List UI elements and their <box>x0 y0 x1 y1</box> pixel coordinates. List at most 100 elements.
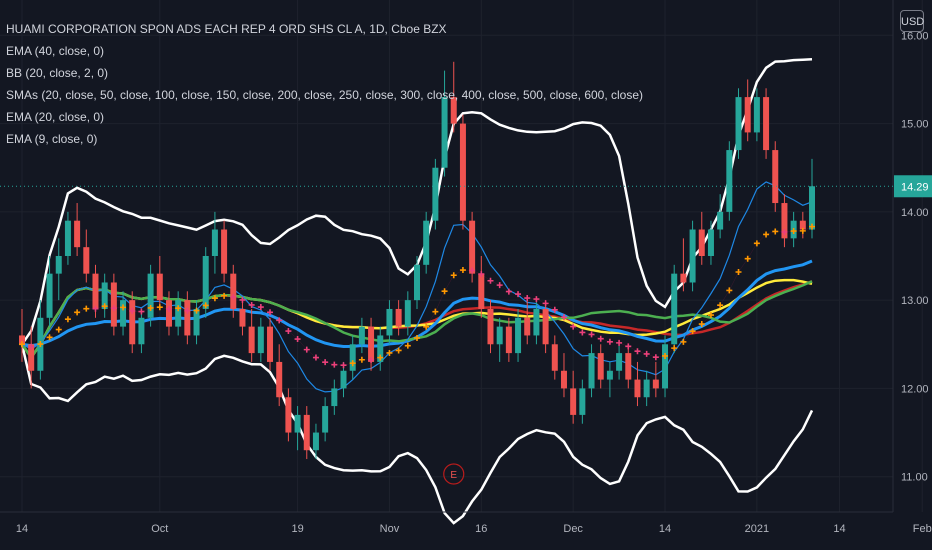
price-tick-label: 11.00 <box>901 472 928 484</box>
candle-body <box>248 326 255 354</box>
ema-cross-marker <box>202 302 209 309</box>
ema-cross-marker <box>717 302 724 309</box>
candle-body <box>652 379 659 389</box>
candle-body <box>340 370 347 389</box>
ema-cross-marker <box>340 362 347 369</box>
candle-body <box>735 97 742 151</box>
ema-cross-marker <box>110 305 117 312</box>
time-tick-label: 16 <box>475 523 487 535</box>
ema-cross-marker <box>377 354 384 361</box>
candle-body <box>432 167 439 221</box>
ema-cross-marker <box>616 339 623 346</box>
candle-body <box>138 317 145 345</box>
ema-cross-marker <box>386 349 393 356</box>
legend-ema-20[interactable]: EMA (20, close, 0) <box>6 110 105 124</box>
ema-cross-marker <box>239 296 246 303</box>
legend-smas[interactable]: SMAs (20, close, 50, close, 100, close, … <box>6 88 644 102</box>
candle-body <box>404 300 411 327</box>
candle-body <box>285 397 292 433</box>
price-axis[interactable]: 11.00 12.00 13.00 14.00 15.00 16.00 14.29 <box>0 0 932 512</box>
time-tick-label: 14 <box>833 523 845 535</box>
price-tick-label: 12.00 <box>901 383 929 395</box>
candle-body <box>175 300 182 327</box>
candle-body <box>625 353 632 380</box>
currency-button[interactable]: USD <box>900 10 924 32</box>
ema-cross-marker <box>744 255 751 262</box>
candle-body <box>579 388 586 415</box>
ema-cross-marker <box>193 307 200 314</box>
ema-cross-marker <box>349 360 356 367</box>
ema-cross-marker <box>120 304 127 311</box>
annotations: E <box>443 463 465 485</box>
ema-cross-marker <box>312 354 319 361</box>
legend-ema-9[interactable]: EMA (9, close, 0) <box>6 132 98 146</box>
ema-cross-marker <box>147 304 154 311</box>
ema-cross-marker <box>156 304 163 311</box>
candle-body <box>597 353 604 380</box>
candle-body <box>717 211 724 230</box>
ema-cross-marker <box>625 343 632 350</box>
candles[interactable] <box>19 61 815 460</box>
ema-fast-line <box>21 181 813 393</box>
ema-cross-marker <box>790 228 797 235</box>
candle-body <box>312 432 319 451</box>
candle-body <box>101 282 108 309</box>
ema-cross-marker <box>478 271 485 278</box>
ema-cross-marker <box>707 312 714 319</box>
ema-cross-marker <box>505 288 512 295</box>
candle-body <box>423 220 430 265</box>
candle-body <box>395 308 402 327</box>
ema-cross-marker <box>285 328 292 335</box>
ema-cross-marker <box>680 338 687 345</box>
candle-body <box>515 317 522 354</box>
candle-body <box>588 353 595 389</box>
ema-cross-marker <box>101 303 108 310</box>
time-tick-label: Nov <box>380 523 400 535</box>
ema-cross-marker <box>799 227 806 234</box>
candle-body <box>744 97 751 133</box>
candle-body <box>267 326 274 362</box>
ema-cross-marker <box>28 343 35 350</box>
ema-cross-marker <box>496 282 503 289</box>
time-tick-label: Dec <box>563 523 583 535</box>
ema-cross-marker <box>276 317 283 324</box>
candle-body <box>74 220 81 248</box>
ema-cross-marker <box>524 295 531 302</box>
ema-cross-marker <box>267 309 274 316</box>
ema-cross-marker <box>331 361 338 368</box>
candle-body <box>781 203 788 239</box>
ema-cross-marker <box>257 304 264 311</box>
ema-cross-marker <box>597 335 604 342</box>
candle-body <box>64 220 71 256</box>
time-tick-label: 14 <box>659 523 671 535</box>
candle-body <box>193 308 200 336</box>
candle-body <box>450 97 457 124</box>
ema-cross-marker <box>671 345 678 352</box>
ema-cross-marker <box>579 329 586 336</box>
candle-body <box>772 150 779 204</box>
candle-body <box>560 370 567 389</box>
candle-body <box>120 300 127 327</box>
earnings-label: E <box>450 470 457 481</box>
candle-body <box>671 273 678 345</box>
bb-lower <box>20 344 814 525</box>
ema-cross-marker <box>184 307 191 314</box>
ema-cross-marker <box>781 229 788 236</box>
candle-body <box>606 370 613 380</box>
ema-cross-marker <box>689 328 696 335</box>
ema-cross-marker <box>64 316 71 323</box>
ema-cross-marker <box>763 231 770 238</box>
ema-cross-marker <box>551 306 558 313</box>
legend-bb[interactable]: BB (20, close, 2, 0) <box>6 66 109 80</box>
candle-body <box>211 229 218 256</box>
ema-cross-marker <box>138 308 145 315</box>
time-axis[interactable]: 14Oct19Nov16Dec14202114Feb11 <box>0 511 932 535</box>
candle-body <box>368 326 375 362</box>
earnings-icon <box>443 463 465 485</box>
candle-body <box>496 326 503 345</box>
ema-cross-marker <box>414 334 420 341</box>
legend-ema-40[interactable]: EMA (40, close, 0) <box>6 44 105 58</box>
candle-body <box>46 273 53 318</box>
candle-body <box>55 256 62 274</box>
